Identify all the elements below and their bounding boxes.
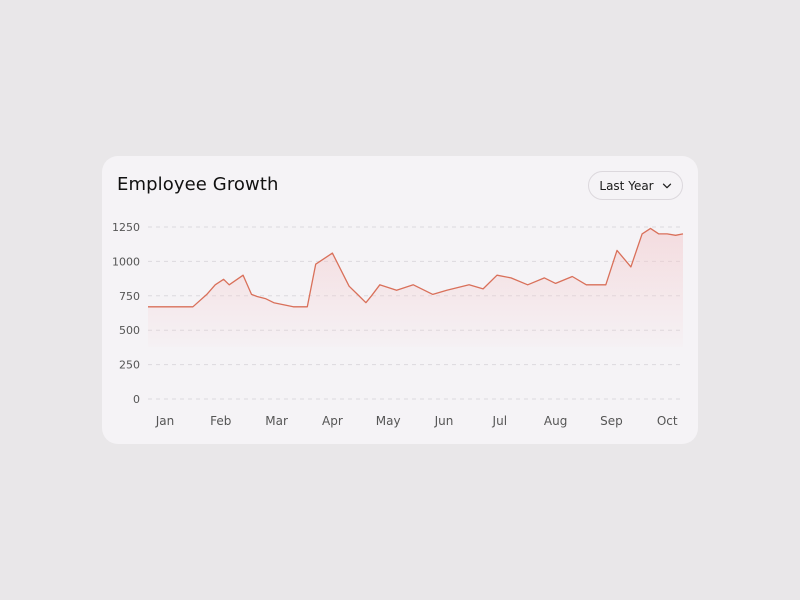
x-tick-label: Sep xyxy=(600,414,623,428)
y-tick-label: 0 xyxy=(133,393,140,406)
chevron-down-icon xyxy=(662,181,672,191)
x-tick-label: Apr xyxy=(322,414,343,428)
y-tick-label: 750 xyxy=(119,290,140,303)
range-dropdown[interactable]: Last Year xyxy=(588,171,683,200)
y-tick-label: 500 xyxy=(119,324,140,337)
x-tick-label: Feb xyxy=(210,414,231,428)
y-tick-label: 1000 xyxy=(112,255,140,268)
series-area xyxy=(148,228,683,347)
x-tick-label: Jul xyxy=(492,414,507,428)
x-tick-label: Aug xyxy=(544,414,567,428)
y-tick-label: 1250 xyxy=(112,221,140,234)
series-line xyxy=(148,227,684,308)
x-tick-label: Mar xyxy=(265,414,288,428)
chart-title: Employee Growth xyxy=(117,174,279,195)
x-tick-label: May xyxy=(376,414,401,428)
x-tick-label: Jan xyxy=(155,414,175,428)
y-tick-label: 250 xyxy=(119,359,140,372)
range-dropdown-label: Last Year xyxy=(599,178,654,193)
x-tick-label: Oct xyxy=(657,414,678,428)
x-tick-label: Jun xyxy=(434,414,454,428)
